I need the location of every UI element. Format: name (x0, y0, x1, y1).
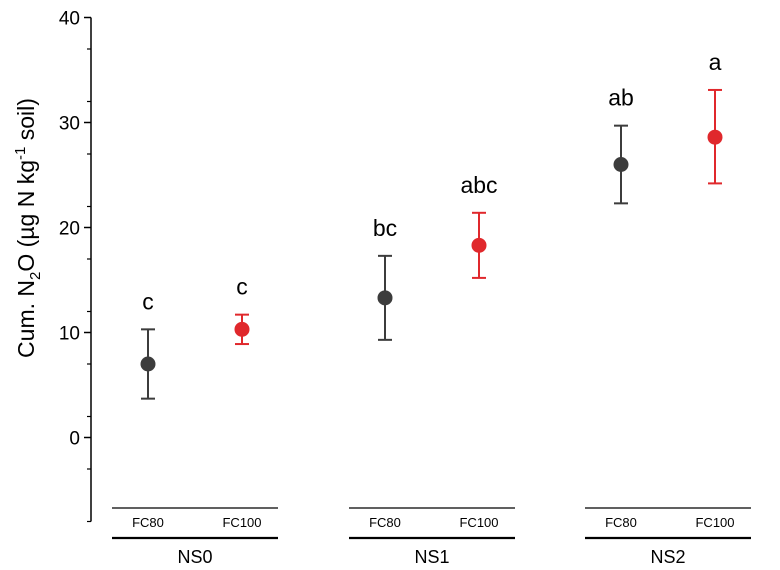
y-axis: 0 10 20 30 40 (59, 9, 92, 523)
y-tick-label: 0 (69, 429, 80, 450)
x-group-label: NS2 (650, 547, 685, 567)
data-marks: c c bc abc ab a (140, 49, 723, 400)
y-tick-label: 30 (59, 114, 80, 135)
data-point (377, 290, 393, 306)
x-sublabel: FC100 (222, 515, 261, 530)
x-sublabel: FC100 (695, 515, 734, 530)
data-point (471, 237, 487, 253)
x-axis: FC80 FC100 NS0 FC80 FC100 NS1 FC80 FC100 NS2 (112, 507, 751, 567)
y-tick-label: 10 (59, 324, 80, 345)
significance-letter: abc (460, 172, 497, 198)
data-point (140, 356, 156, 372)
x-sublabel: FC80 (132, 515, 164, 530)
significance-letter: ab (608, 85, 634, 111)
data-point (613, 157, 629, 172)
y-axis-label-sup: -1 (12, 147, 29, 160)
significance-letter: bc (373, 215, 397, 241)
significance-letter: c (236, 274, 248, 300)
x-sublabel: FC80 (369, 515, 401, 530)
significance-letter: a (709, 49, 722, 75)
y-tick-label: 40 (59, 9, 80, 30)
y-tick-label: 20 (59, 219, 80, 240)
x-sublabel: FC100 (459, 515, 498, 530)
data-point (707, 129, 723, 145)
significance-letter: c (142, 288, 154, 314)
x-group-label: NS1 (414, 547, 449, 567)
y-axis-label-sub: 2 (27, 272, 44, 280)
x-group-label: NS0 (177, 547, 212, 567)
data-point (234, 321, 250, 337)
x-sublabel: FC80 (605, 515, 637, 530)
y-axis-label: Cum. N2O (µg N kg-1 soil) (12, 98, 44, 358)
